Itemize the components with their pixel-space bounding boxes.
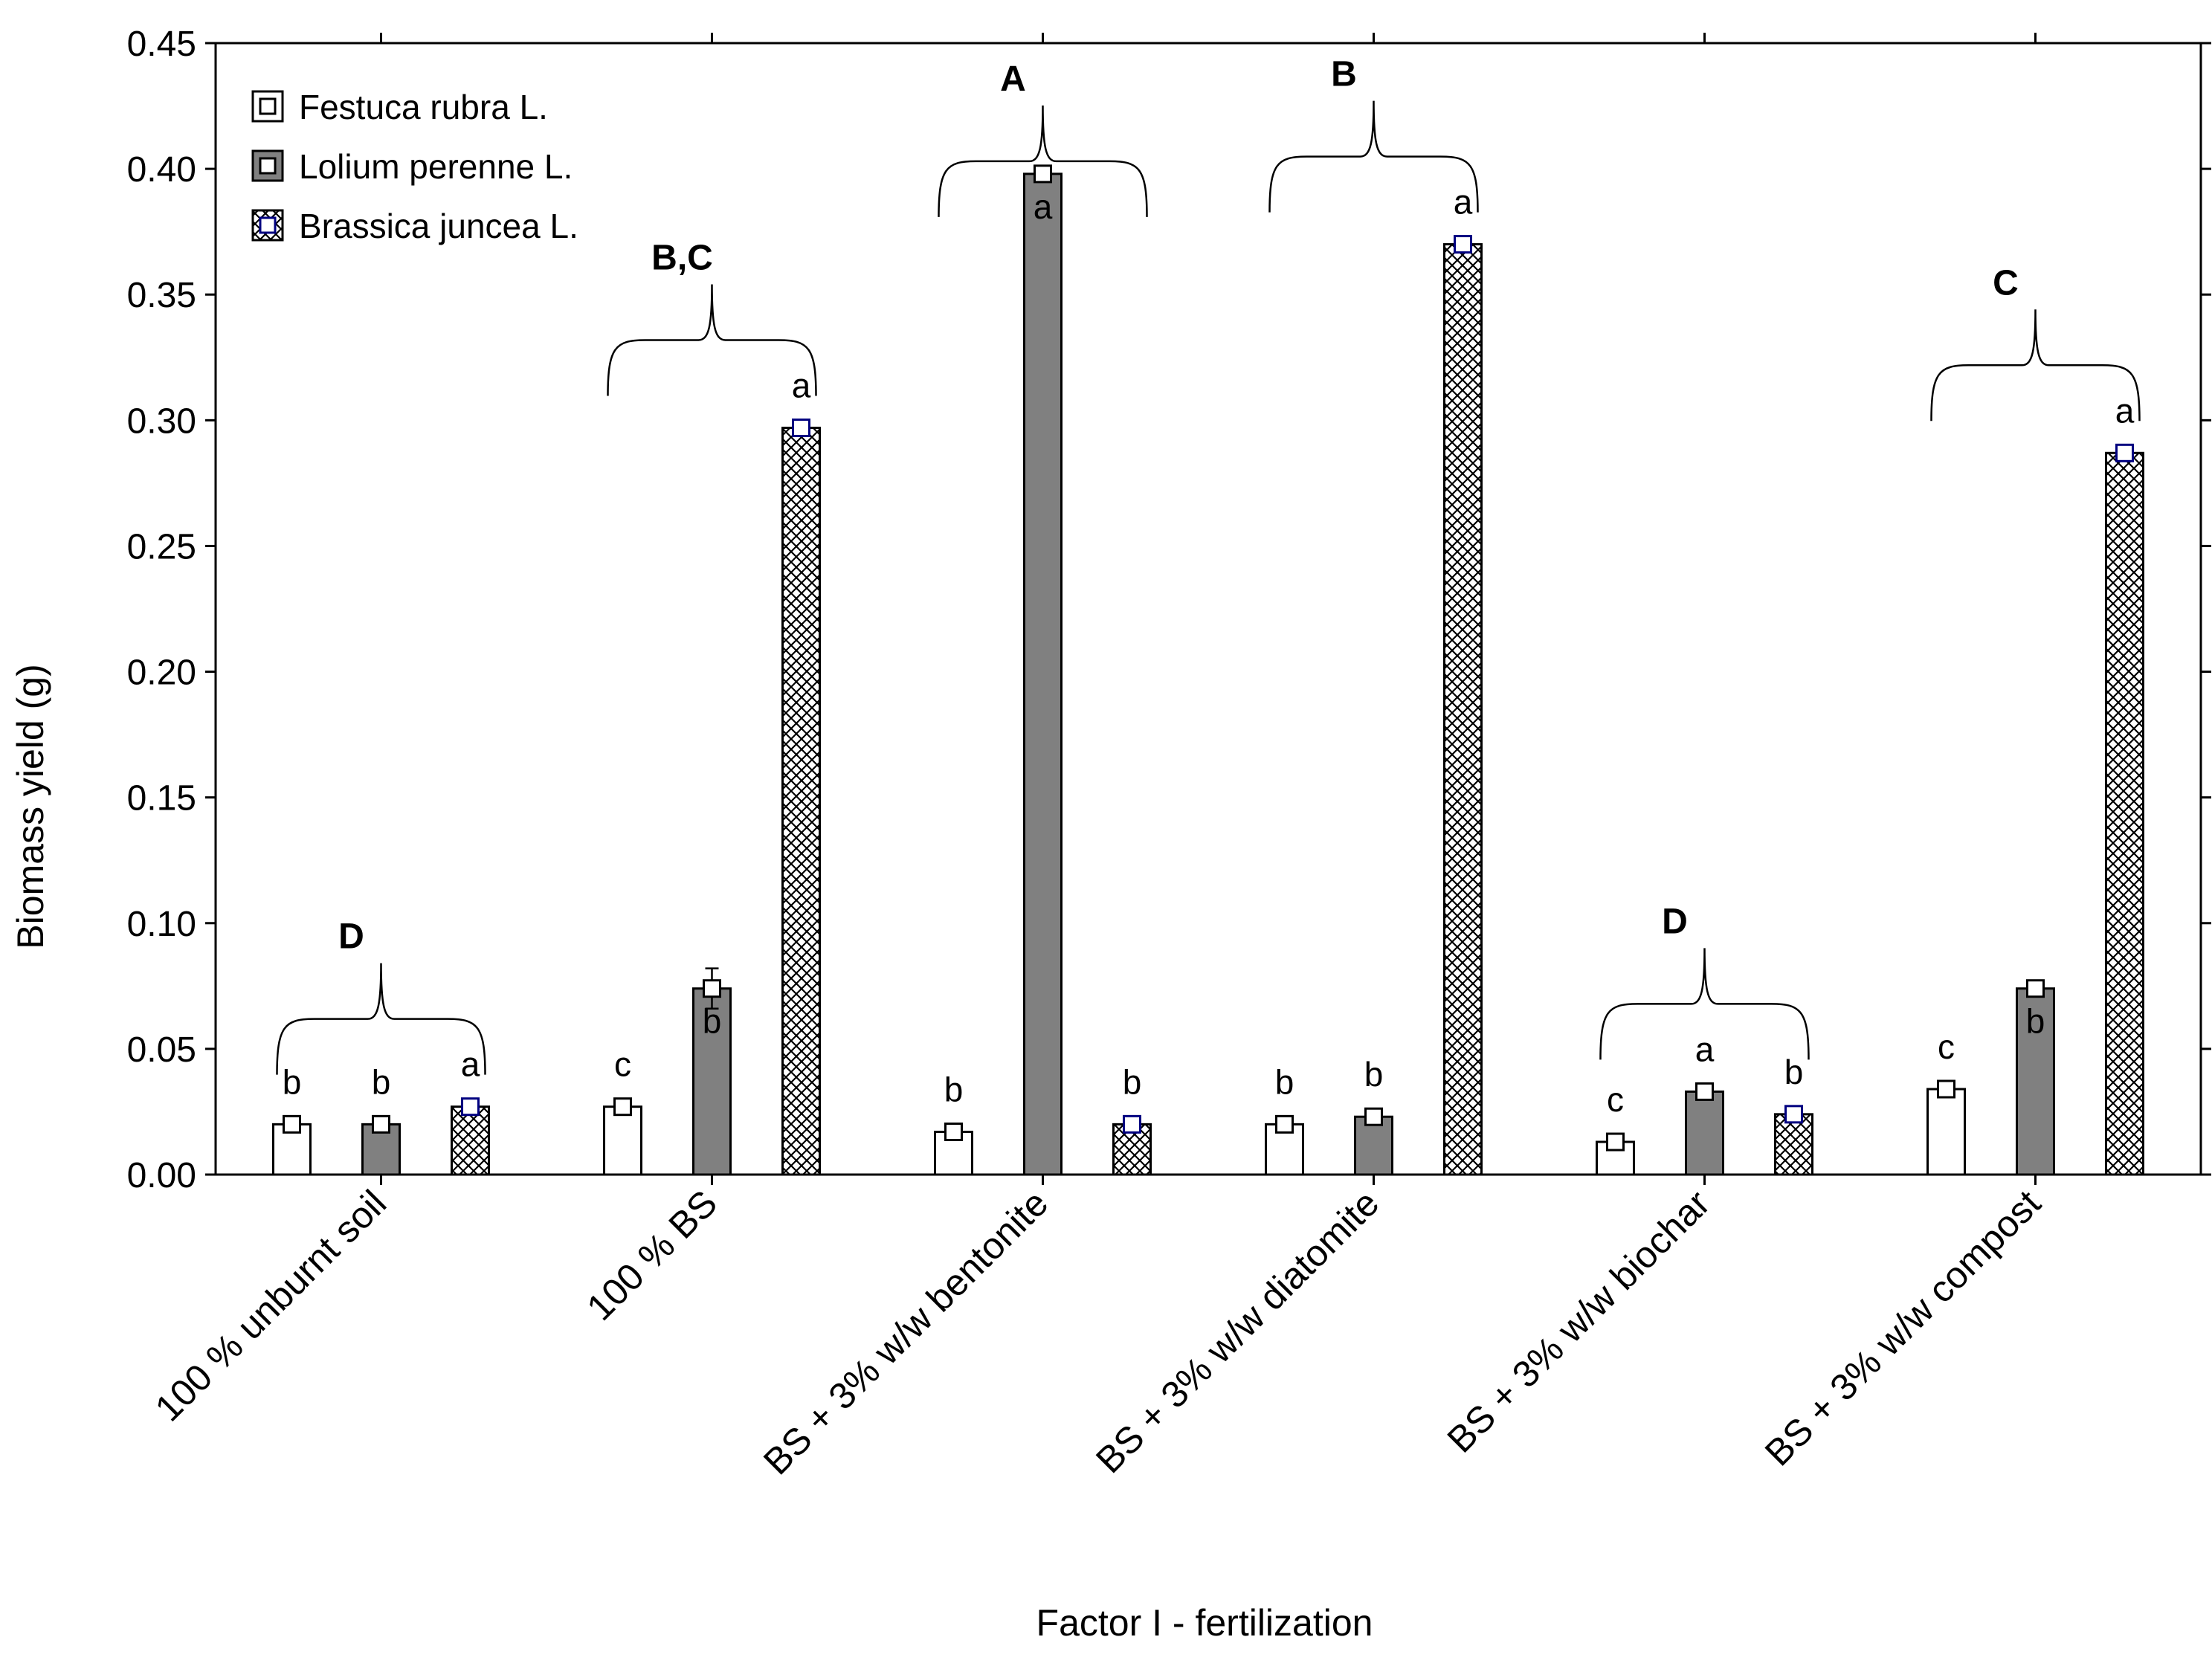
mean-marker <box>703 979 721 998</box>
mean-marker <box>792 418 810 437</box>
significance-letter: c <box>1938 1027 1955 1066</box>
bar-1 <box>603 1105 642 1176</box>
legend-label: Lolium perenne L. <box>299 147 573 186</box>
y-tick-label: 0.45 <box>127 25 196 64</box>
significance-letter: b <box>1364 1055 1384 1094</box>
mean-marker <box>283 1114 301 1134</box>
legend-label: Festuca rubra L. <box>299 88 548 126</box>
group-brace <box>1268 100 1479 213</box>
bar-2 <box>1685 1090 1724 1176</box>
mean-marker <box>1034 164 1052 184</box>
y-tick-label: 0.05 <box>127 1030 196 1070</box>
legend: Festuca rubra L. Lolium perenne L. Brassic… <box>251 88 578 245</box>
legend-swatch <box>251 209 284 242</box>
bar-3 <box>1774 1113 1813 1176</box>
x-axis-title: Factor I - fertilization <box>1036 1602 1373 1644</box>
mean-marker <box>461 1097 480 1117</box>
group-letter: A <box>1000 59 1026 99</box>
bar-3 <box>2105 451 2144 1176</box>
y-tick-label: 0.35 <box>127 276 196 315</box>
group-letter: D <box>1662 902 1688 941</box>
bar-3 <box>451 1105 490 1176</box>
significance-letter: b <box>1123 1062 1142 1101</box>
bar-2 <box>1354 1115 1393 1176</box>
significance-letter: b <box>372 1062 391 1101</box>
mean-marker <box>2026 979 2045 998</box>
mean-marker <box>1937 1079 1955 1099</box>
y-tick-label: 0.25 <box>127 527 196 566</box>
group-letter: B <box>1331 55 1357 94</box>
y-tick-label: 0.10 <box>127 905 196 944</box>
significance-letter: a <box>1034 187 1053 226</box>
mean-marker <box>613 1097 632 1117</box>
significance-letter: b <box>2026 1002 2045 1041</box>
legend-label: Brassica juncea L. <box>299 207 578 245</box>
mean-marker <box>1606 1132 1625 1152</box>
y-tick-label: 0.40 <box>127 150 196 190</box>
significance-letter: a <box>1695 1030 1715 1068</box>
y-tick-label: 0.00 <box>127 1156 196 1195</box>
significance-letter: a <box>1454 183 1473 222</box>
mean-marker <box>1784 1105 1803 1124</box>
bar-3 <box>1443 243 1483 1176</box>
significance-letter: a <box>461 1045 480 1084</box>
group-letter: C <box>1993 263 2019 303</box>
y-tick-label: 0.15 <box>127 779 196 818</box>
bar-2 <box>1023 172 1063 1176</box>
significance-letter: b <box>283 1062 302 1101</box>
significance-letter: a <box>2115 391 2135 430</box>
significance-letter: b <box>1275 1062 1294 1101</box>
legend-marker <box>259 216 277 234</box>
y-tick-label: 0.30 <box>127 401 196 441</box>
plot-frame <box>214 42 2202 1176</box>
y-axis-title: Biomass yield (g) <box>10 664 51 949</box>
bar-3 <box>781 426 821 1176</box>
significance-letter: c <box>1607 1080 1624 1119</box>
group-letter: B,C <box>651 238 713 277</box>
mean-marker <box>944 1123 963 1142</box>
bar-2 <box>2016 987 2055 1176</box>
significance-letter: b <box>1784 1053 1804 1091</box>
significance-letter: b <box>703 1002 722 1041</box>
y-tick-label: 0.20 <box>127 653 196 693</box>
group-brace <box>938 105 1148 217</box>
mean-marker <box>1275 1114 1294 1134</box>
mean-marker <box>372 1114 390 1134</box>
group-brace <box>276 963 486 1075</box>
group-brace <box>607 284 817 396</box>
mean-marker <box>1695 1082 1714 1101</box>
significance-letter: c <box>614 1045 631 1084</box>
significance-letter: a <box>792 366 811 404</box>
legend-marker <box>259 97 277 115</box>
mean-marker <box>1454 235 1472 254</box>
significance-letter: b <box>944 1071 964 1109</box>
mean-marker <box>2115 443 2134 462</box>
mean-marker <box>1364 1107 1383 1126</box>
group-brace <box>1599 948 1810 1060</box>
bar-1 <box>1926 1088 1966 1176</box>
mean-marker <box>1123 1114 1141 1134</box>
group-letter: D <box>338 917 364 957</box>
legend-marker <box>259 157 277 175</box>
